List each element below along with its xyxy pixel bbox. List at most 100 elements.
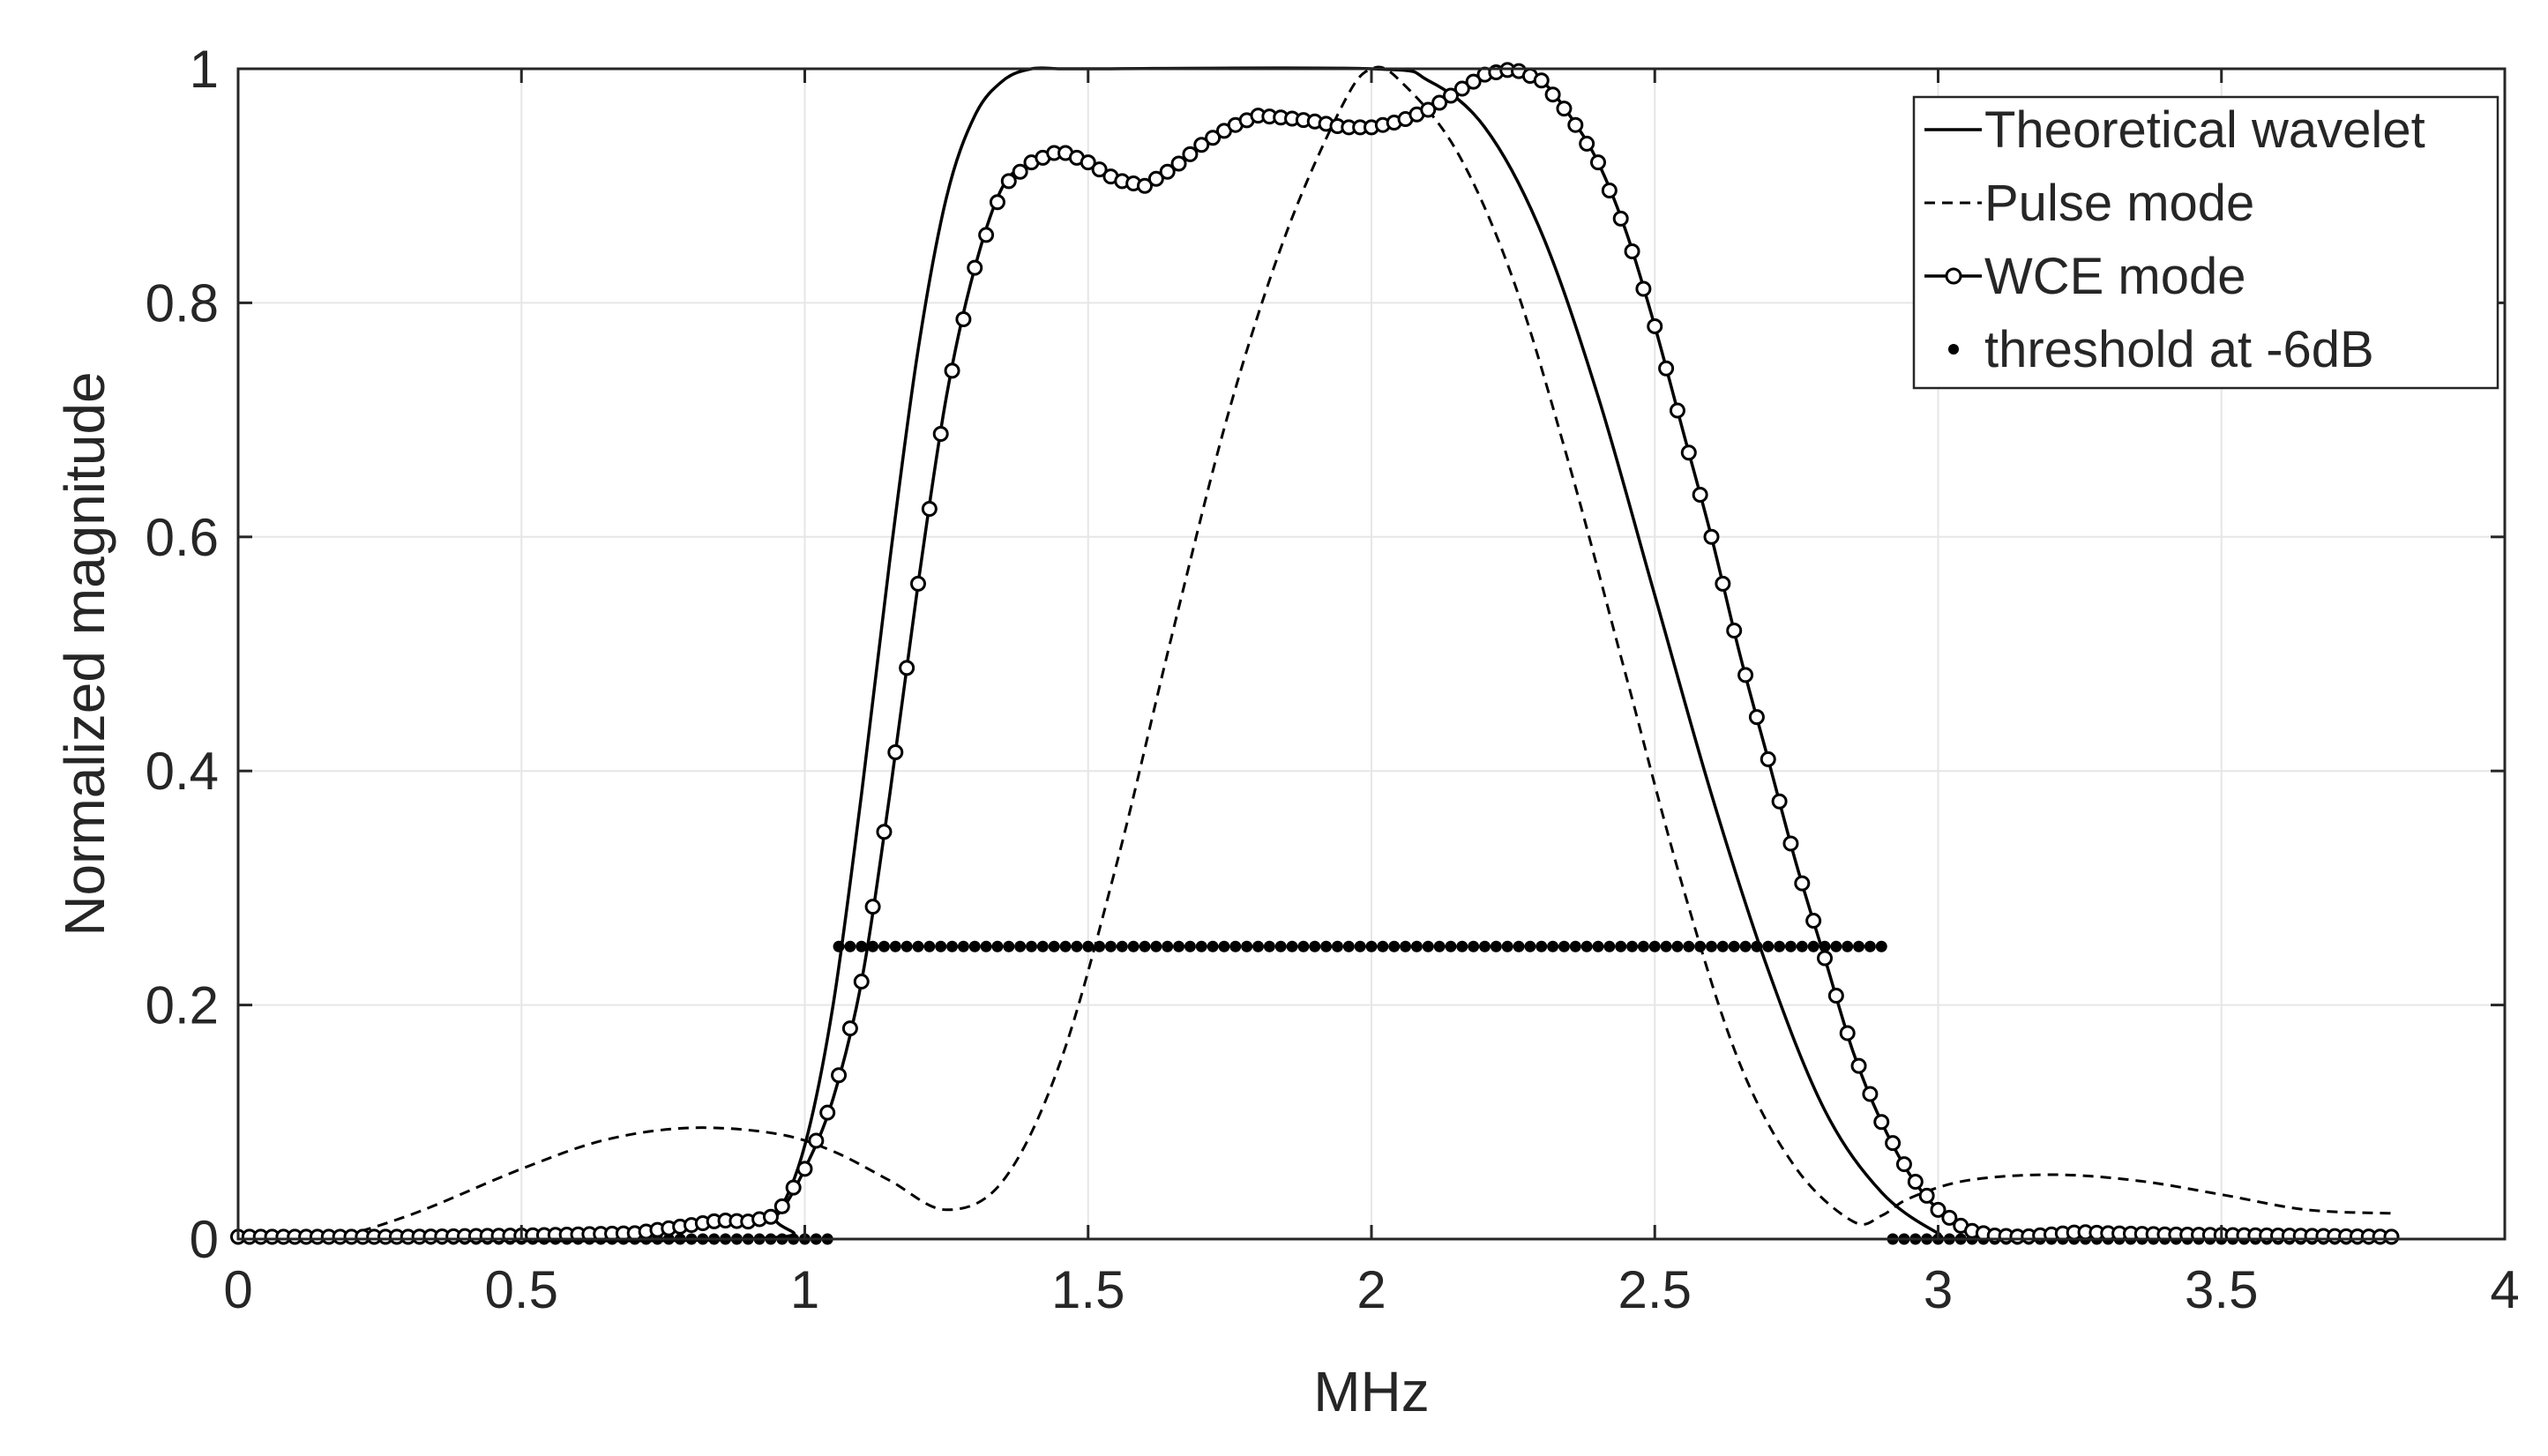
wce-mode-point <box>1669 402 1685 419</box>
wce-mode-point <box>1533 72 1550 89</box>
wce-mode-point <box>1590 154 1606 171</box>
wce-mode-point <box>899 660 915 676</box>
wce-mode-point <box>1715 575 1731 592</box>
threshold-point <box>1331 940 1343 952</box>
wce-mode-point <box>796 1161 813 1177</box>
legend-label-threshold: threshold at -6dB <box>1984 321 2374 378</box>
wce-mode-point <box>785 1179 802 1196</box>
threshold-point <box>1796 940 1808 952</box>
threshold-point <box>1048 940 1060 952</box>
wce-mode-point <box>967 259 983 276</box>
wce-mode-point <box>819 1104 836 1121</box>
wce-mode-point <box>1726 622 1743 638</box>
wce-mode-point <box>1782 835 1799 852</box>
wce-mode-point <box>1680 444 1697 461</box>
wce-mode-point <box>1579 135 1595 152</box>
series-line-pulse-mode <box>237 65 2392 1243</box>
x-tick-label: 4 <box>2490 1260 2519 1319</box>
legend-entry-theoretical-wavelet: Theoretical wavelet <box>1924 101 2425 159</box>
threshold-point <box>1059 940 1072 952</box>
threshold-point <box>1751 940 1763 952</box>
threshold-point <box>1365 940 1378 952</box>
threshold-point <box>1094 940 1106 952</box>
threshold-point <box>1468 940 1480 952</box>
threshold-point <box>1513 940 1525 952</box>
threshold-point <box>1784 940 1797 952</box>
threshold-point <box>1716 940 1729 952</box>
threshold-point <box>844 940 856 952</box>
threshold-point <box>1694 940 1707 952</box>
threshold-point <box>1637 940 1649 952</box>
threshold-point <box>1558 940 1570 952</box>
legend-label-theoretical-wavelet: Theoretical wavelet <box>1984 101 2425 159</box>
threshold-point <box>1728 940 1740 952</box>
wce-mode-point <box>1601 183 1618 199</box>
wce-mode-point <box>887 743 904 760</box>
wce-mode-point <box>1635 280 1652 297</box>
wce-mode-point <box>1465 73 1482 90</box>
x-tick-label: 3.5 <box>2185 1260 2258 1319</box>
threshold-point <box>923 940 936 952</box>
threshold-point <box>1263 940 1275 952</box>
legend-entry-threshold: threshold at -6dB <box>1948 321 2374 378</box>
threshold-point <box>856 940 868 952</box>
wce-mode-point <box>1658 360 1675 377</box>
threshold-point <box>1342 940 1355 952</box>
threshold-point <box>833 940 845 952</box>
x-tick-label: 0 <box>223 1260 252 1319</box>
x-axis-title: MHz <box>1313 1360 1430 1423</box>
threshold-point <box>889 940 901 952</box>
wce-mode-point <box>921 500 938 517</box>
wce-mode-point <box>1647 317 1663 334</box>
wce-mode-point <box>808 1132 825 1149</box>
wce-mode-point <box>1862 1086 1879 1102</box>
legend-entry-pulse-mode: Pulse mode <box>1924 175 2254 232</box>
threshold-point <box>1864 940 1876 952</box>
wce-mode-point <box>1544 86 1561 103</box>
wce-mode-point <box>1805 913 1822 930</box>
legend-entry-wce-mode: WCE mode <box>1924 248 2246 305</box>
wce-mode-point <box>978 227 995 243</box>
wce-mode-point <box>1737 667 1754 683</box>
wce-mode-point <box>1850 1057 1867 1074</box>
x-tick-label: 0.5 <box>485 1260 558 1319</box>
threshold-point <box>968 940 981 952</box>
threshold-point <box>1547 940 1559 952</box>
threshold-point <box>1842 940 1854 952</box>
threshold-point <box>1490 940 1502 952</box>
threshold-point <box>1218 940 1230 952</box>
threshold-point <box>1127 940 1140 952</box>
wce-mode-point <box>1442 87 1459 104</box>
x-tick-label: 2 <box>1356 1260 1386 1319</box>
wce-mode-point <box>1941 1209 1958 1226</box>
y-axis-title: Normalized magnitude <box>53 371 116 936</box>
threshold-point <box>1762 940 1775 952</box>
legend-box <box>1912 95 2499 390</box>
threshold-point <box>1875 940 1887 952</box>
threshold-point <box>1501 940 1513 952</box>
wce-mode-point <box>841 1020 858 1037</box>
wce-mode-point <box>1091 161 1108 178</box>
wce-mode-point <box>1147 170 1164 187</box>
x-tick-label: 3 <box>1924 1260 1953 1319</box>
wce-mode-point <box>955 310 972 327</box>
wce-mode-point <box>1895 1156 1912 1173</box>
threshold-point <box>867 940 879 952</box>
threshold-point <box>1626 940 1639 952</box>
threshold-point <box>900 940 913 952</box>
threshold-point <box>935 940 947 952</box>
threshold-point <box>1173 940 1185 952</box>
wce-mode-point <box>1137 177 1153 194</box>
wce-mode-point <box>1012 163 1028 180</box>
legend-label-wce-mode: WCE mode <box>1984 248 2246 305</box>
wce-mode-point <box>989 194 1005 211</box>
threshold-point <box>1104 940 1117 952</box>
legend-marker-threshold <box>1948 344 1959 355</box>
wce-mode-point <box>1170 155 1187 172</box>
threshold-point <box>1433 940 1446 952</box>
wce-mode-point <box>1000 173 1017 190</box>
threshold-point <box>1297 940 1310 952</box>
threshold-point <box>1603 940 1616 952</box>
threshold-point <box>991 940 1004 952</box>
